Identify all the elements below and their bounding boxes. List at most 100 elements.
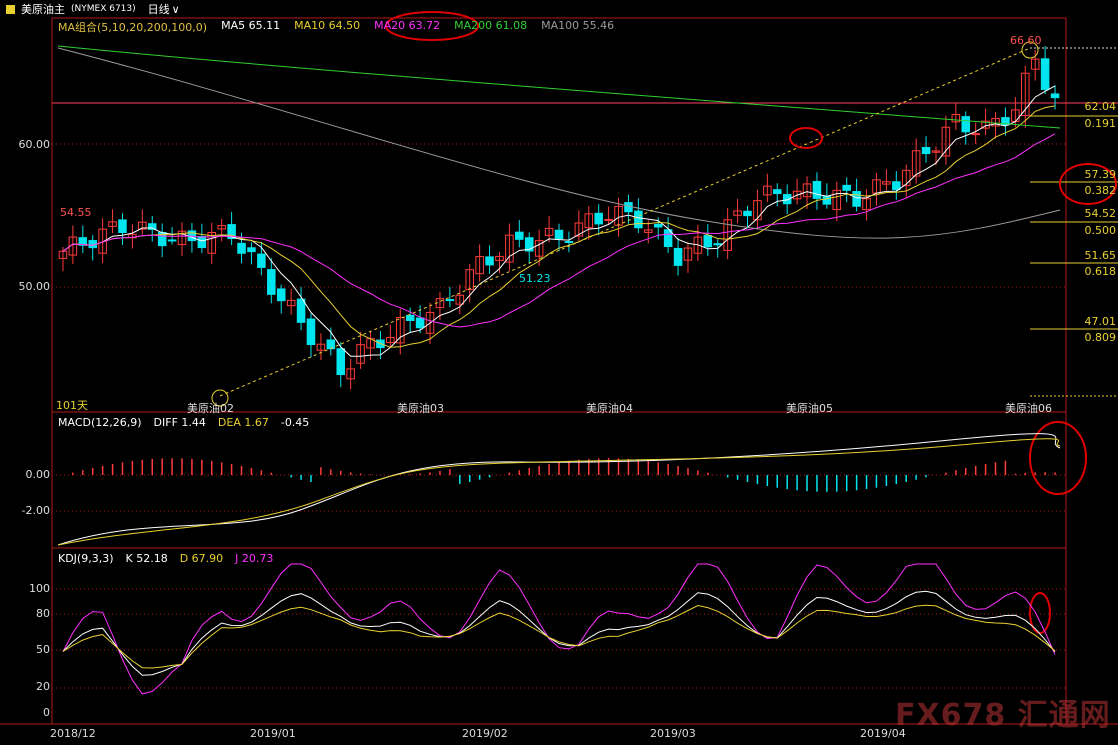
highlight-circle-kdj <box>1029 592 1051 634</box>
candle-down <box>921 146 931 155</box>
candle-up <box>683 247 693 261</box>
kdj-axis-0: 0 <box>43 706 50 719</box>
fib-price-0809: 47.01 <box>1084 315 1117 328</box>
fib-price-0382: 57.39 <box>1084 168 1117 181</box>
candle-down <box>1001 117 1010 126</box>
ma10-value: MA10 64.50 <box>294 19 361 32</box>
ma-group-label[interactable]: MA组合(5,10,20,200,100,0) <box>58 21 208 34</box>
month-tag-03: 美原油03 <box>397 402 444 415</box>
kdj-axis-20: 20 <box>36 680 50 693</box>
ma200-value: MA200 61.08 <box>454 19 528 32</box>
ma20-line <box>62 133 1056 328</box>
candle-up <box>763 185 772 196</box>
candle-up <box>316 343 326 351</box>
fib-price-0618: 51.65 <box>1084 249 1117 262</box>
candle-down <box>485 256 494 266</box>
kdj-axis-100: 100 <box>29 582 50 595</box>
candle-up <box>644 229 653 233</box>
low-price-annotation: 51.23 <box>519 272 551 285</box>
fib-price-0500: 54.52 <box>1084 207 1117 220</box>
candle-down <box>405 314 415 321</box>
macd-value: -0.45 <box>280 416 310 429</box>
candle-up <box>177 230 187 246</box>
candle-up <box>574 222 584 237</box>
highlight-circle-fib <box>1059 163 1117 205</box>
candle-down <box>772 189 782 195</box>
candle-up <box>544 227 554 236</box>
ma200-line <box>57 45 1061 129</box>
candle-up <box>386 336 395 344</box>
candle-up <box>911 150 921 177</box>
candle-up <box>217 225 226 230</box>
candle-down <box>822 195 832 205</box>
fib-ratio-0191: 0.191 <box>1084 117 1117 130</box>
price-axis-label-50: 50.00 <box>18 280 51 293</box>
candle-up <box>356 344 365 364</box>
candle-up <box>395 317 405 344</box>
candle-down <box>336 348 346 376</box>
candle-down <box>703 235 713 248</box>
candle-down <box>673 247 683 266</box>
candle-up <box>802 183 812 198</box>
candle-down <box>713 243 723 246</box>
kdj-title[interactable]: KDJ(9,3,3) <box>58 552 114 565</box>
symbol-code: (NYMEX 6713) <box>71 4 136 14</box>
macd-title[interactable]: MACD(12,26,9) <box>58 416 142 429</box>
candle-down <box>961 116 971 133</box>
day-count-label: 101天 <box>56 399 88 412</box>
macd-axis-neg2: -2.00 <box>21 504 50 517</box>
candle-down <box>118 219 127 234</box>
candle-down <box>227 224 236 240</box>
highlight-circle-macd <box>1029 421 1087 495</box>
kdj-d: D 67.90 <box>179 552 224 565</box>
candle-down <box>624 202 633 213</box>
candle-up <box>425 311 435 334</box>
month-tag-02: 美原油02 <box>187 402 234 415</box>
candle-up <box>584 213 594 229</box>
candle-down <box>812 180 822 199</box>
x-date-2019-03: 2019/03 <box>650 727 696 740</box>
candle-down <box>415 317 425 329</box>
candle-down <box>1040 58 1050 90</box>
candle-down <box>276 288 286 302</box>
candle-up <box>138 221 147 230</box>
highlight-circle-ma20 <box>385 11 479 41</box>
menu-square-icon[interactable] <box>6 4 15 14</box>
candle-up <box>901 169 911 186</box>
candle-up <box>495 255 504 261</box>
macd-diff: DIFF 1.44 <box>153 416 206 429</box>
candle-down <box>634 210 643 229</box>
period-label: 日线 <box>147 3 170 16</box>
symbol-label[interactable]: 美原油主 <box>21 3 65 16</box>
candle-up <box>207 231 217 254</box>
fib-ratio-0618: 0.618 <box>1084 265 1117 278</box>
candle-down <box>197 236 207 249</box>
kdj-axis-80: 80 <box>36 607 50 620</box>
candle-down <box>237 242 246 254</box>
macd-dea: DEA 1.67 <box>217 416 269 429</box>
candle-up <box>753 200 762 221</box>
period-selector[interactable]: 日线 ∨ <box>148 1 180 17</box>
candle-down <box>515 231 524 240</box>
candle-up <box>723 219 732 251</box>
candle-up <box>604 218 613 221</box>
candle-up <box>1030 58 1040 70</box>
candle-up <box>931 150 941 153</box>
month-tag-05: 美原油05 <box>786 402 833 415</box>
candle-up <box>862 198 871 211</box>
candle-down <box>1050 93 1060 99</box>
candle-down <box>445 299 455 302</box>
candle-down <box>554 229 564 240</box>
candle-down <box>257 253 266 268</box>
candle-down <box>267 269 276 295</box>
candle-up <box>1021 72 1030 117</box>
candle-down <box>167 239 177 242</box>
fib-ratio-0500: 0.500 <box>1084 224 1117 237</box>
fib-price-0191: 62.04 <box>1084 100 1117 113</box>
ma100-line <box>57 47 1061 239</box>
trendline <box>219 47 1031 397</box>
candle-up <box>832 189 842 211</box>
candle-up <box>58 250 68 259</box>
macd-diff-line <box>57 433 1061 546</box>
